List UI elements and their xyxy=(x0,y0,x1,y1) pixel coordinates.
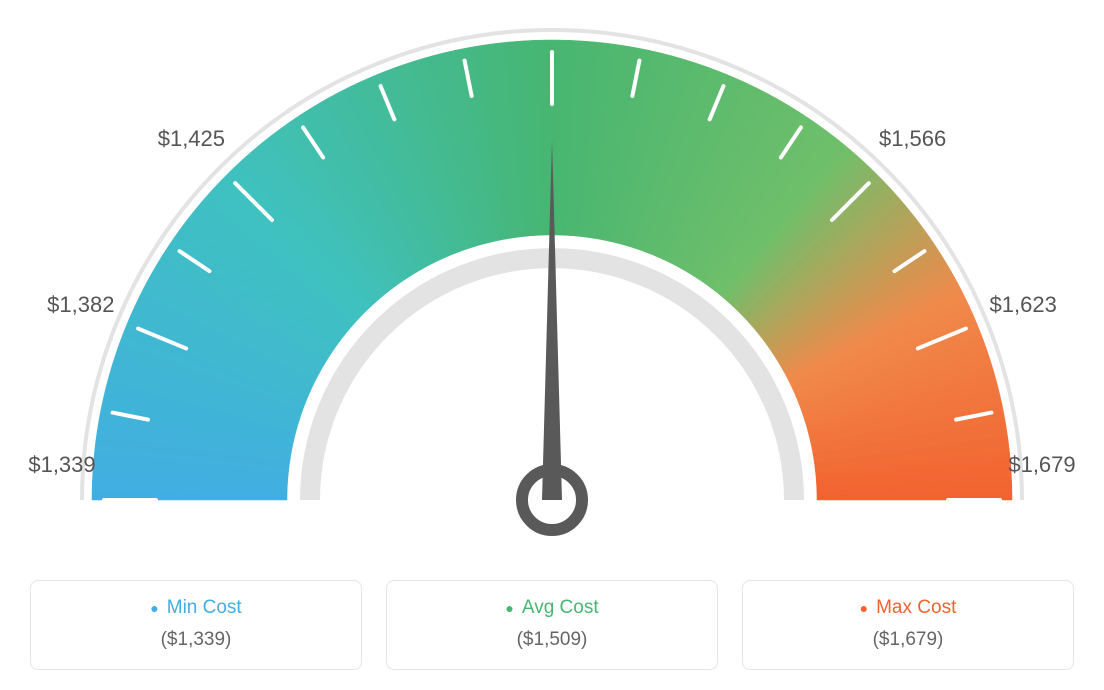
gauge-area: $1,339$1,382$1,425$1,509$1,566$1,623$1,6… xyxy=(0,0,1104,560)
legend-title-avg: Avg Cost xyxy=(397,597,707,619)
legend-value-min: ($1,339) xyxy=(41,629,351,651)
legend-card-max: Max Cost ($1,679) xyxy=(742,580,1074,670)
gauge-tick-label: $1,339 xyxy=(28,452,95,478)
legend-card-avg: Avg Cost ($1,509) xyxy=(386,580,718,670)
gauge-tick-label: $1,425 xyxy=(158,126,225,152)
gauge-svg xyxy=(0,0,1104,560)
gauge-tick-label: $1,679 xyxy=(1008,452,1075,478)
cost-gauge-widget: $1,339$1,382$1,425$1,509$1,566$1,623$1,6… xyxy=(0,0,1104,690)
gauge-tick-label: $1,623 xyxy=(990,292,1057,318)
legend-value-max: ($1,679) xyxy=(753,629,1063,651)
legend-value-avg: ($1,509) xyxy=(397,629,707,651)
gauge-tick-label: $1,566 xyxy=(879,126,946,152)
legend-row: Min Cost ($1,339) Avg Cost ($1,509) Max … xyxy=(30,580,1074,670)
legend-title-min: Min Cost xyxy=(41,597,351,619)
legend-title-max: Max Cost xyxy=(753,597,1063,619)
gauge-tick-label: $1,382 xyxy=(47,292,114,318)
legend-card-min: Min Cost ($1,339) xyxy=(30,580,362,670)
